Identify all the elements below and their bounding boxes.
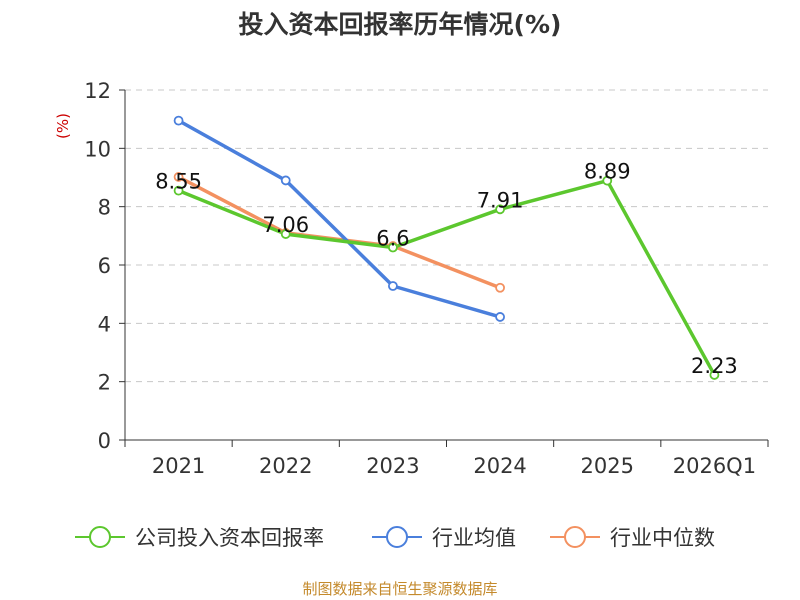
data-point <box>173 172 184 182</box>
data-point <box>280 229 291 239</box>
data-point <box>495 282 505 293</box>
y-tick-label: 0 <box>98 429 111 453</box>
data-point <box>388 281 398 291</box>
y-tick-label: 10 <box>84 137 111 161</box>
legend-item: 行业中位数 <box>550 526 715 550</box>
data-label: 6.6 <box>376 227 409 251</box>
data-label: 8.55 <box>155 170 202 194</box>
series-line <box>177 178 716 376</box>
data-labels: 8.55 7.06 6.6 7.91 8.89 2.23 <box>155 160 738 378</box>
legend-label: 公司投入资本回报率 <box>135 526 324 550</box>
data-label: 7.06 <box>262 213 309 237</box>
data-point <box>388 242 398 253</box>
legend-item: 公司投入资本回报率 <box>75 526 324 550</box>
x-tick-label: 2025 <box>581 454 634 478</box>
data-point <box>495 204 505 215</box>
legend-item: 行业均值 <box>372 526 516 550</box>
y-tick-label: 6 <box>98 254 111 278</box>
data-point <box>280 175 291 186</box>
series-points <box>173 115 720 380</box>
data-point <box>495 312 505 322</box>
y-tick-label: 4 <box>98 312 111 336</box>
data-label: 8.89 <box>584 160 631 184</box>
legend-label: 行业中位数 <box>610 526 715 550</box>
y-axis-unit-label: (%) <box>54 113 72 139</box>
data-point <box>173 115 184 126</box>
legend-swatch-marker <box>89 526 111 548</box>
data-label: 2.23 <box>691 354 738 378</box>
series-line <box>177 119 501 319</box>
legend-swatch-marker <box>386 526 408 548</box>
x-tick-label: 2023 <box>366 454 419 478</box>
data-point <box>173 185 184 196</box>
legend-swatch-marker <box>564 526 586 548</box>
axes: 0 2 4 6 8 10 12 2021 2022 2023 2024 2025 2026Q1 <box>84 79 769 478</box>
series-lines <box>177 119 716 376</box>
data-label: 7.91 <box>477 188 524 212</box>
legend: 公司投入资本回报率 行业均值 行业中位数 <box>75 526 715 550</box>
legend-label: 行业均值 <box>432 526 516 550</box>
x-tick-label: 2024 <box>473 454 526 478</box>
grid-lines <box>125 89 768 383</box>
chart-title: 投入资本回报率历年情况(%) <box>239 10 562 39</box>
x-tick-label: 2026Q1 <box>673 454 756 478</box>
data-point <box>709 370 720 380</box>
x-tick-label: 2022 <box>259 454 312 478</box>
data-point <box>602 175 613 186</box>
source-note: 制图数据来自恒生聚源数据库 <box>302 580 497 598</box>
y-tick-label: 12 <box>84 79 111 103</box>
y-tick-label: 8 <box>98 196 111 220</box>
x-tick-label: 2021 <box>152 454 205 478</box>
y-tick-label: 2 <box>98 371 111 395</box>
